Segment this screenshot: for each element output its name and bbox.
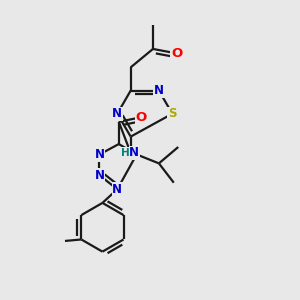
- Text: O: O: [136, 111, 147, 124]
- Text: N: N: [154, 84, 164, 97]
- Text: N: N: [112, 107, 122, 120]
- Text: S: S: [168, 107, 176, 120]
- Text: N: N: [94, 148, 104, 161]
- Text: N: N: [129, 146, 139, 160]
- Text: N: N: [112, 183, 122, 196]
- Text: O: O: [171, 47, 182, 60]
- Text: N: N: [94, 169, 104, 182]
- Text: H: H: [121, 148, 130, 158]
